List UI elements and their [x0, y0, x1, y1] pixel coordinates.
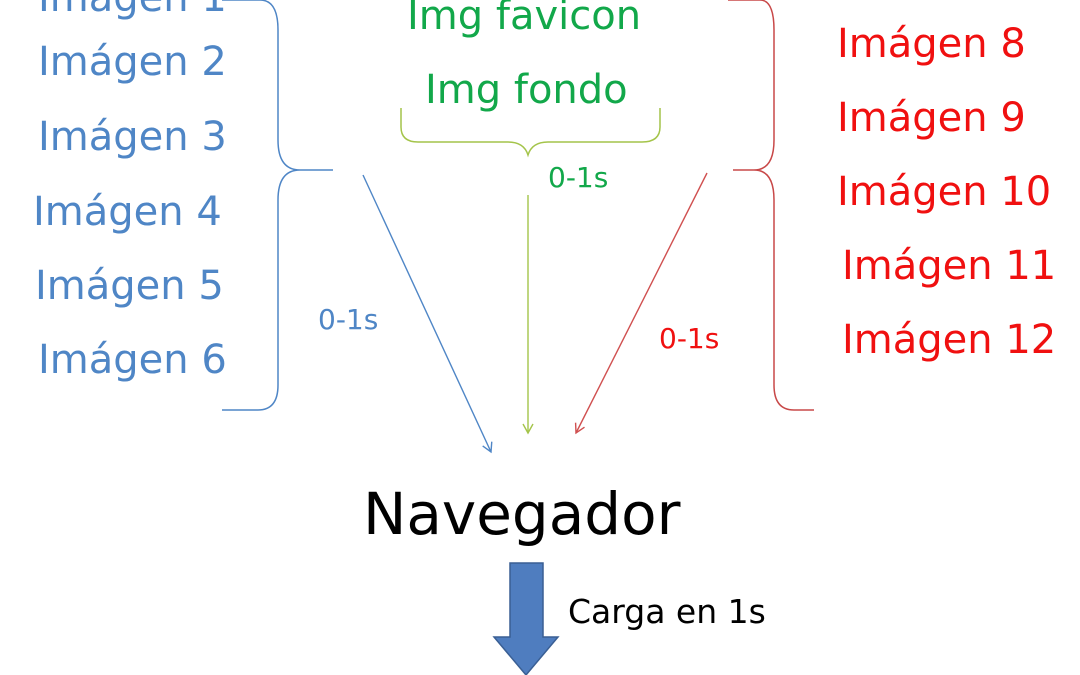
right-item-12: Imágen 12 [842, 317, 1057, 363]
center-item-fondo: Img fondo [425, 67, 628, 113]
left-item-4: Imágen 4 [33, 189, 222, 235]
center-time-label: 0-1s [548, 161, 609, 194]
right-item-10: Imágen 10 [837, 169, 1052, 215]
left-item-2: Imágen 2 [38, 39, 227, 85]
left-brace-icon [222, 0, 333, 411]
left-item-3: Imágen 3 [38, 114, 227, 160]
center-item-favicon: Img favicon [407, 0, 642, 39]
browser-label: Navegador [363, 480, 681, 548]
right-brace-icon [728, 0, 814, 411]
load-time-label: Carga en 1s [568, 592, 766, 631]
left-item-5: Imágen 5 [35, 263, 224, 309]
down-arrow-icon [492, 562, 560, 675]
right-arrow-icon [574, 172, 708, 435]
left-arrow-icon [362, 174, 493, 454]
center-brace-icon [400, 108, 661, 158]
left-time-label: 0-1s [318, 303, 379, 336]
right-time-label: 0-1s [659, 322, 720, 355]
right-item-8: Imágen 8 [837, 21, 1026, 67]
left-item-6: Imágen 6 [38, 337, 227, 383]
right-item-9: Imágen 9 [837, 95, 1026, 141]
left-item-1: Imágen 1 [38, 0, 227, 18]
right-item-11: Imágen 11 [842, 243, 1057, 289]
